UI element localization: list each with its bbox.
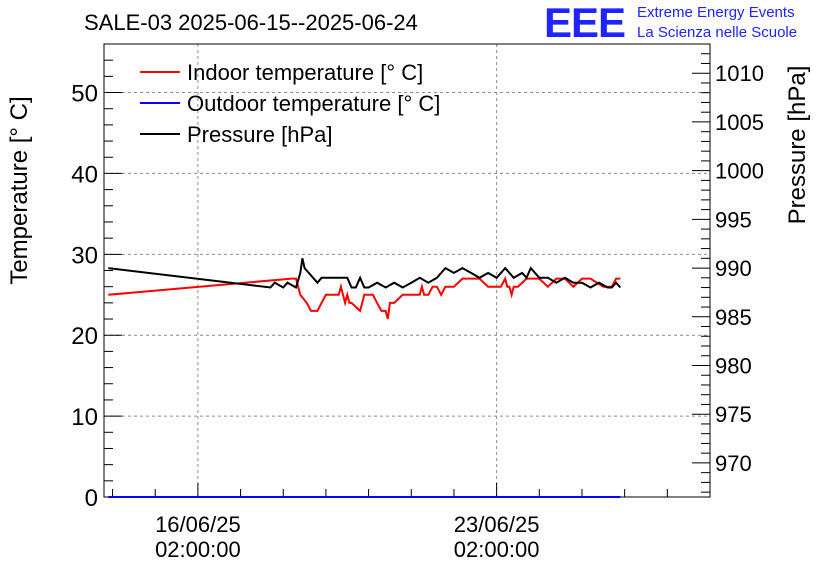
legend-label-1: Indoor temperature [° C] [187, 60, 423, 85]
y2-tick-label: 970 [715, 451, 752, 476]
y2-tick-label: 980 [715, 353, 752, 378]
y2-tick-label: 1000 [715, 159, 764, 184]
x-tick-date: 16/06/25 [155, 512, 241, 537]
y2-tick-label: 995 [715, 207, 752, 232]
y2-axis-title: Pressure [hPa] [784, 66, 811, 225]
series-line-1 [108, 275, 621, 320]
x-tick-time: 02:00:00 [454, 537, 540, 562]
x-tick-date: 23/06/25 [454, 512, 540, 537]
y-tick-label: 50 [71, 81, 98, 108]
y2-tick-label: 985 [715, 305, 752, 330]
x-tick-time: 02:00:00 [155, 537, 241, 562]
y-tick-label: 10 [71, 404, 98, 431]
chart-title: SALE-03 2025-06-15--2025-06-24 [84, 10, 418, 35]
y2-tick-label: 1005 [715, 110, 764, 135]
legend-label-3: Pressure [hPa] [187, 122, 333, 147]
y-tick-label: 0 [85, 485, 98, 512]
y2-tick-label: 975 [715, 402, 752, 427]
y-tick-label: 40 [71, 161, 98, 188]
logo-line-1: Extreme Energy Events [637, 4, 795, 21]
y2-tick-label: 990 [715, 256, 752, 281]
eee-logo: EEE [544, 0, 626, 46]
logo-line-2: La Scienza nelle Scuole [637, 24, 798, 41]
y-tick-label: 30 [71, 242, 98, 269]
y-axis-title: Temperature [° C] [6, 96, 33, 284]
series-line-3 [108, 258, 622, 289]
y2-tick-label: 1010 [715, 61, 764, 86]
legend-label-2: Outdoor temperature [° C] [187, 91, 440, 116]
y-tick-label: 20 [71, 323, 98, 350]
